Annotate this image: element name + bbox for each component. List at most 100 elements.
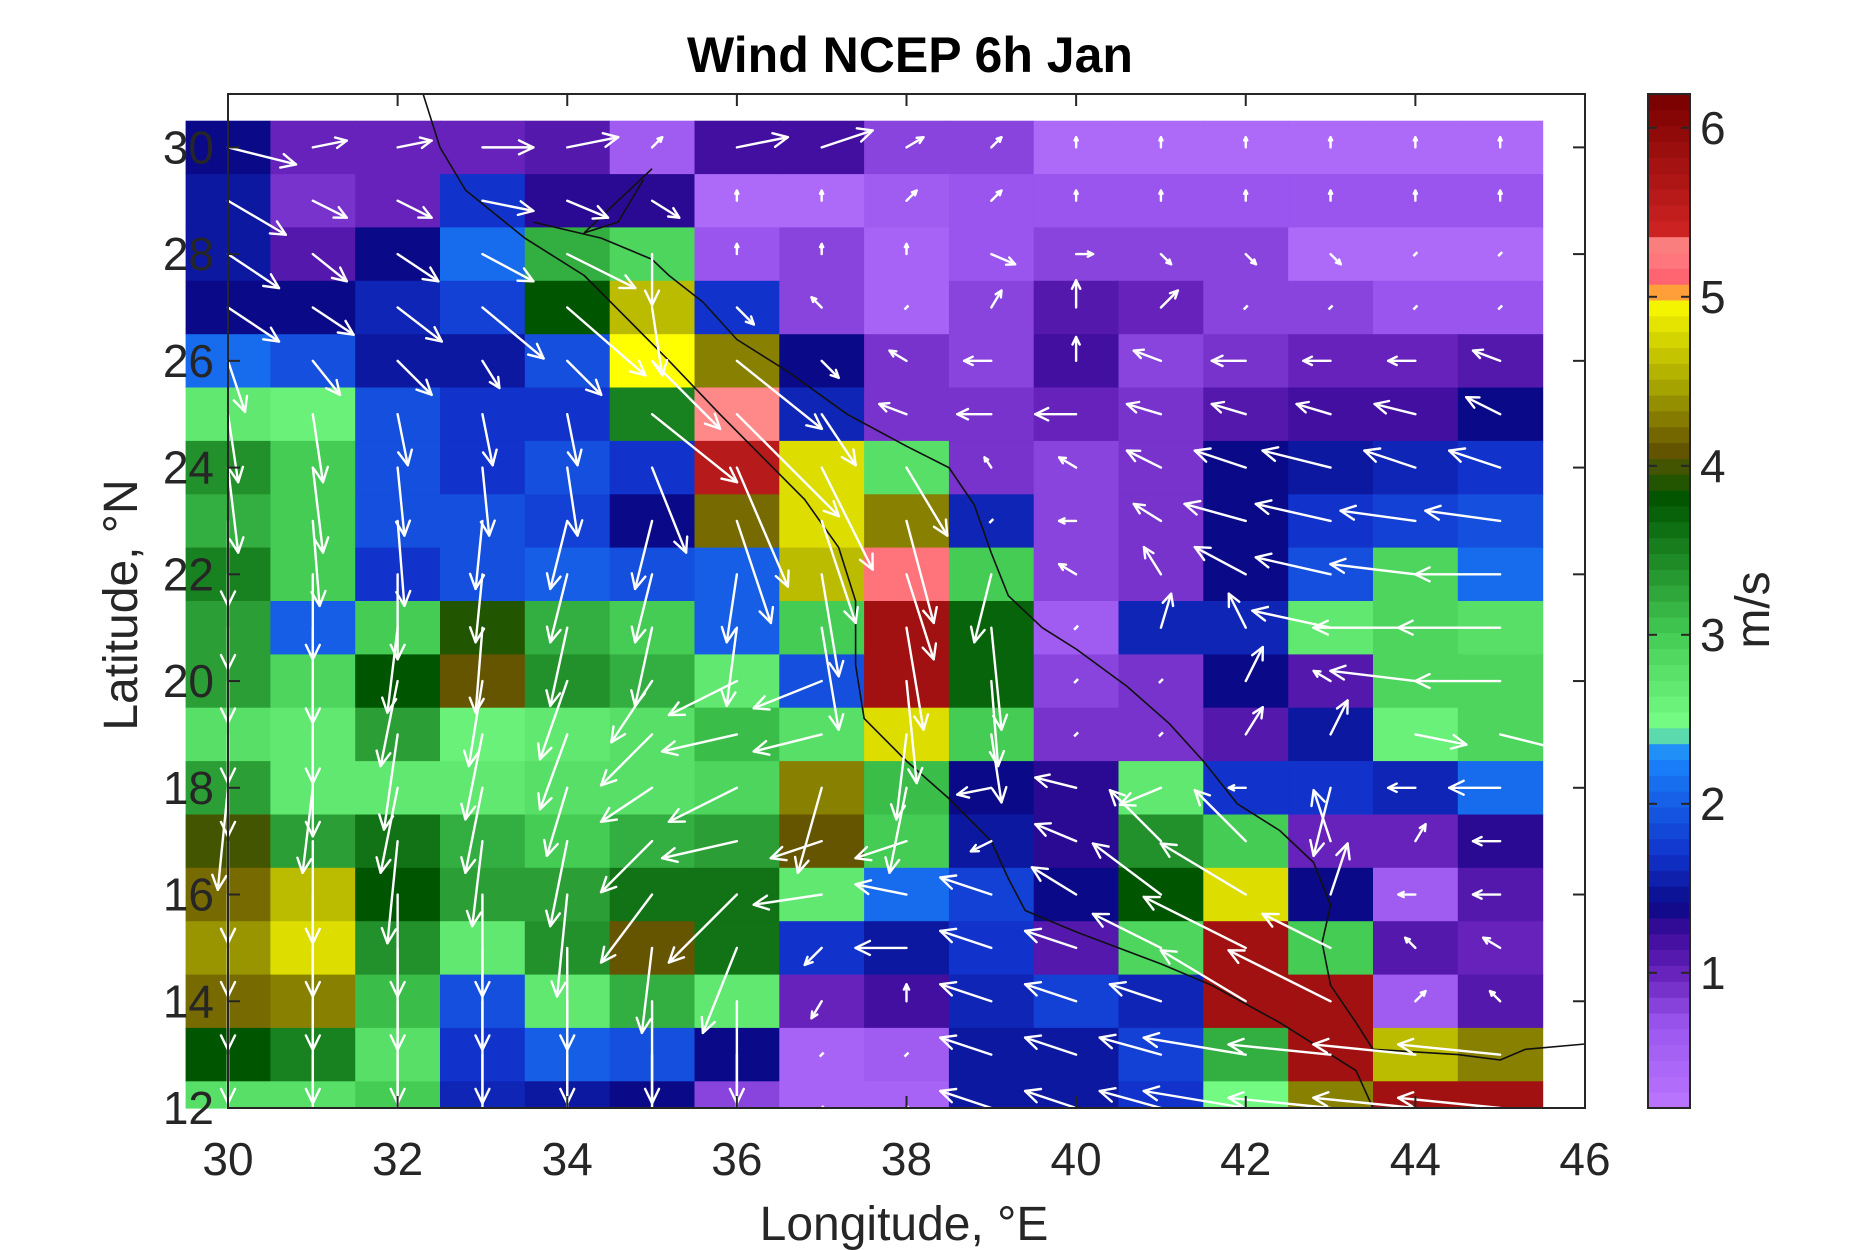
wind-arrow-shaft — [396, 519, 406, 608]
wind-arrow — [720, 573, 739, 644]
chart-title: Wind NCEP 6h Jan — [687, 27, 1133, 83]
wind-arrow — [969, 839, 993, 853]
wind-arrow-shaft — [1242, 304, 1249, 311]
wind-arrow-shaft — [633, 626, 654, 708]
colorbar-band — [1648, 157, 1690, 174]
wind-arrow-head — [828, 659, 845, 678]
wind-arrow-head — [211, 873, 228, 891]
wind-arrow-shaft — [1414, 733, 1468, 746]
wind-arrow-head — [818, 242, 825, 249]
wind-arrow-head — [1070, 279, 1082, 290]
wind-arrow-shaft — [1227, 592, 1247, 629]
colorbar-band — [1648, 252, 1690, 269]
plot-area — [185, 93, 1586, 1212]
wind-arrow — [820, 127, 874, 149]
wind-arrow — [660, 733, 739, 757]
wind-arrow — [1073, 189, 1079, 202]
colorbar-band — [1648, 490, 1690, 507]
wind-arrow-head — [1261, 446, 1280, 462]
wind-arrow-head — [1159, 842, 1178, 859]
wind-arrow-shaft — [939, 929, 993, 950]
wind-arrow-shaft — [820, 129, 874, 149]
wind-arrow-shaft — [820, 359, 840, 380]
wind-arrow-head — [643, 289, 661, 307]
colorbar-gradient — [1648, 94, 1690, 1109]
wind-arrow — [1363, 447, 1417, 469]
wind-arrow — [1091, 842, 1163, 896]
wind-arrow-head — [1254, 552, 1273, 569]
wind-arrow-shaft — [1023, 929, 1078, 950]
wind-arrow-shaft — [1261, 449, 1332, 469]
wind-arrow-head — [1034, 773, 1051, 789]
wind-arrow — [854, 879, 908, 896]
wind-arrow-head — [1447, 779, 1465, 796]
wind-arrow-shaft — [1183, 502, 1247, 523]
wind-arrow — [1386, 782, 1417, 794]
wind-arrow-head — [516, 200, 535, 217]
colorbar-band — [1648, 284, 1690, 301]
wind-arrow-head — [1210, 400, 1226, 414]
wind-arrow — [939, 1087, 993, 1110]
wind-arrow-shaft — [1193, 545, 1247, 576]
wind-arrow — [769, 839, 823, 862]
wind-arrow — [1070, 279, 1082, 309]
wind-arrow-shaft — [1142, 1089, 1247, 1110]
wind-arrow-shaft — [599, 733, 654, 787]
wind-arrow-head — [1142, 1085, 1161, 1102]
wind-arrow-head — [610, 725, 627, 744]
wind-arrow — [1254, 552, 1332, 576]
wind-arrow-head — [1252, 706, 1265, 720]
colorbar-band — [1648, 125, 1690, 143]
wind-arrow-shaft — [566, 359, 603, 397]
wind-arrow-shaft — [566, 466, 579, 537]
wind-arrow — [481, 306, 545, 360]
colorbar-band — [1648, 1092, 1690, 1109]
wind-arrow-shaft — [471, 839, 484, 928]
colorbar-band — [1648, 553, 1690, 570]
wind-arrow-head — [1227, 1037, 1245, 1055]
wind-arrow-head — [635, 1016, 652, 1035]
wind-arrow-shaft — [216, 786, 230, 891]
wind-arrow-head — [1023, 981, 1043, 997]
colorbar-band — [1648, 1044, 1690, 1061]
wind-arrow — [481, 413, 498, 467]
wind-arrow-head — [1254, 499, 1273, 516]
wind-arrow — [1023, 981, 1078, 1003]
colorbar-band — [1648, 537, 1690, 554]
wind-arrow-head — [268, 220, 287, 236]
wind-arrow — [389, 573, 406, 661]
wind-arrow — [818, 1051, 825, 1058]
wind-arrow-head — [325, 378, 342, 396]
wind-arrow — [380, 839, 399, 945]
wind-arrow-shaft — [735, 466, 790, 588]
wind-arrow — [474, 1106, 491, 1212]
wind-arrow — [1396, 1037, 1502, 1056]
wind-arrow-head — [956, 407, 970, 421]
wind-arrow-head — [855, 127, 874, 143]
wind-arrow-head — [1030, 866, 1050, 882]
wind-arrow — [1159, 252, 1173, 266]
colorbar-frame — [1647, 93, 1691, 1109]
wind-arrow-shaft — [752, 733, 823, 753]
wind-arrow-head — [1057, 562, 1068, 572]
wind-arrow — [566, 252, 637, 290]
wind-arrow-head — [643, 1194, 661, 1212]
wind-arrow-head — [720, 466, 739, 484]
wind-arrow-head — [1193, 545, 1212, 562]
wind-arrow-shaft — [1023, 1036, 1078, 1056]
wind-arrow — [599, 839, 654, 894]
wind-vectors — [211, 127, 1570, 1212]
wind-arrow-head — [516, 267, 535, 283]
wind-arrow-head — [1424, 504, 1442, 521]
wind-arrow-shaft — [905, 573, 935, 661]
colorbar-band — [1648, 917, 1690, 935]
wind-arrow-shaft — [555, 893, 569, 998]
wind-arrow-head — [584, 378, 603, 396]
wind-arrow-shaft — [1424, 509, 1502, 523]
wind-arrow — [545, 626, 569, 708]
wind-arrow-shaft — [311, 199, 349, 219]
wind-arrow-shaft — [545, 786, 569, 857]
wind-arrow-shaft — [1073, 678, 1080, 684]
wind-arrow — [635, 946, 654, 1035]
wind-arrow-head — [858, 552, 874, 571]
